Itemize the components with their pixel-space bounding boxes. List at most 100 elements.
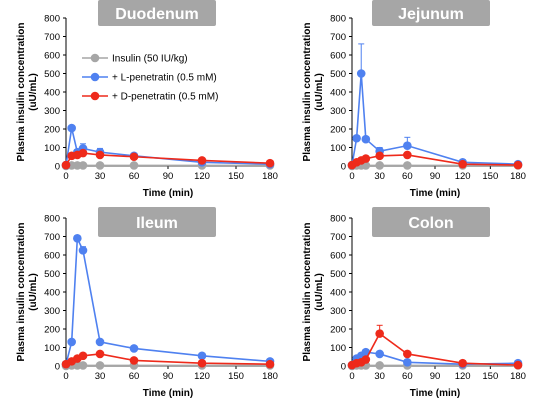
- series-1: [347, 43, 523, 170]
- data-point: [375, 151, 384, 161]
- x-axis-label: Time (min): [143, 388, 193, 399]
- x-tick-label: 150: [228, 371, 244, 382]
- y-tick-label: 300: [44, 106, 60, 117]
- x-tick-label: 30: [374, 171, 385, 182]
- y-tick-label: 800: [330, 14, 346, 25]
- panel-title: Duodenum: [115, 6, 199, 23]
- y-tick-label: 500: [44, 269, 60, 280]
- legend-label: + L-penetratin (0.5 mM): [112, 73, 217, 84]
- x-tick-label: 120: [455, 171, 471, 182]
- y-tick-label: 0: [341, 162, 346, 173]
- x-tick-label: 150: [482, 371, 498, 382]
- x-tick-label: 90: [430, 171, 441, 182]
- x-tick-label: 60: [129, 171, 140, 182]
- data-point: [129, 344, 139, 353]
- data-point: [78, 148, 88, 158]
- y-tick-label: 0: [341, 362, 346, 373]
- data-point: [197, 351, 207, 361]
- x-tick-label: 60: [402, 371, 413, 382]
- x-tick-label: 180: [262, 171, 278, 182]
- data-point: [95, 150, 105, 160]
- y-tick-label: 400: [44, 288, 60, 299]
- y-tick-label: 200: [44, 325, 60, 336]
- data-point: [361, 134, 371, 144]
- data-point: [129, 161, 139, 170]
- y-tick-label: 600: [330, 251, 346, 262]
- x-tick-label: 60: [129, 371, 140, 382]
- legend-marker: [90, 53, 100, 63]
- y-axis-label: Plasma insulin concentration(uU/mL): [302, 23, 325, 162]
- data-point: [95, 349, 105, 359]
- x-tick-label: 180: [510, 171, 526, 182]
- panel-title: Jejunum: [398, 6, 464, 23]
- y-tick-label: 800: [330, 214, 346, 225]
- y-tick-label: 0: [55, 362, 60, 373]
- series-line: [351, 332, 519, 366]
- data-point: [403, 150, 412, 160]
- data-point: [73, 234, 82, 243]
- data-point: [129, 356, 139, 365]
- data-point: [403, 349, 412, 359]
- x-tick-label: 30: [95, 171, 106, 182]
- x-tick-label: 150: [482, 171, 498, 182]
- legend: Insulin (50 IU/kg) + L-penetratin (0.5 mM…: [82, 54, 218, 103]
- y-tick-label: 100: [44, 343, 60, 354]
- y-tick-label: 200: [330, 125, 346, 136]
- series-2: [347, 324, 523, 370]
- x-tick-label: 0: [63, 171, 68, 182]
- data-point: [95, 161, 105, 170]
- x-tick-label: 0: [349, 371, 354, 382]
- data-point: [375, 349, 384, 359]
- y-axis-label-line: Plasma insulin concentration: [16, 223, 27, 362]
- y-tick-label: 700: [44, 32, 60, 43]
- y-tick-label: 800: [44, 14, 60, 25]
- y-tick-label: 700: [330, 32, 346, 43]
- series-line: [65, 238, 271, 365]
- x-tick-label: 120: [455, 371, 471, 382]
- y-tick-label: 500: [330, 69, 346, 80]
- data-point: [78, 161, 88, 170]
- y-tick-label: 800: [44, 214, 60, 225]
- series-2: [347, 150, 523, 170]
- x-tick-label: 60: [402, 171, 413, 182]
- data-point: [78, 361, 88, 370]
- data-point: [513, 160, 523, 170]
- y-axis-label-line: Plasma insulin concentration: [302, 223, 313, 362]
- data-point: [265, 359, 275, 369]
- data-point: [197, 358, 207, 368]
- series-2: [61, 349, 275, 369]
- panel-title: Ileum: [136, 215, 178, 232]
- x-tick-label: 30: [95, 371, 106, 382]
- data-point: [458, 358, 467, 368]
- y-axis-label: Plasma insulin concentration(uU/mL): [16, 23, 39, 162]
- x-tick-label: 120: [194, 171, 210, 182]
- data-point: [197, 156, 207, 165]
- data-point: [78, 246, 88, 255]
- panel-title: Colon: [408, 215, 453, 232]
- y-axis-label-line: Plasma insulin concentration: [16, 23, 27, 162]
- series-1: [61, 234, 275, 369]
- panel-title-badge: [372, 0, 490, 26]
- y-tick-label: 700: [330, 232, 346, 243]
- panel-0: 0 100 200 300 400 500 600 700 800 0 30 60 90 120 150 18…: [16, 0, 278, 199]
- series-2: [61, 148, 275, 170]
- data-point: [403, 358, 412, 367]
- y-axis-label-line: (uU/mL): [314, 273, 325, 311]
- data-point: [67, 337, 76, 347]
- data-point: [95, 361, 105, 370]
- legend-marker: [90, 91, 100, 101]
- panel-title-badge: [98, 207, 216, 237]
- x-tick-label: 90: [163, 171, 174, 182]
- y-tick-label: 600: [44, 51, 60, 62]
- legend-label: Insulin (50 IU/kg): [112, 54, 188, 65]
- panel-title-badge: [98, 0, 216, 26]
- panel-title-badge: [372, 207, 490, 237]
- x-axis-label: Time (min): [143, 188, 193, 199]
- data-point: [513, 360, 523, 370]
- y-tick-label: 500: [330, 269, 346, 280]
- x-tick-label: 0: [63, 371, 68, 382]
- data-point: [403, 161, 412, 170]
- y-tick-label: 300: [44, 306, 60, 317]
- y-tick-label: 600: [44, 251, 60, 262]
